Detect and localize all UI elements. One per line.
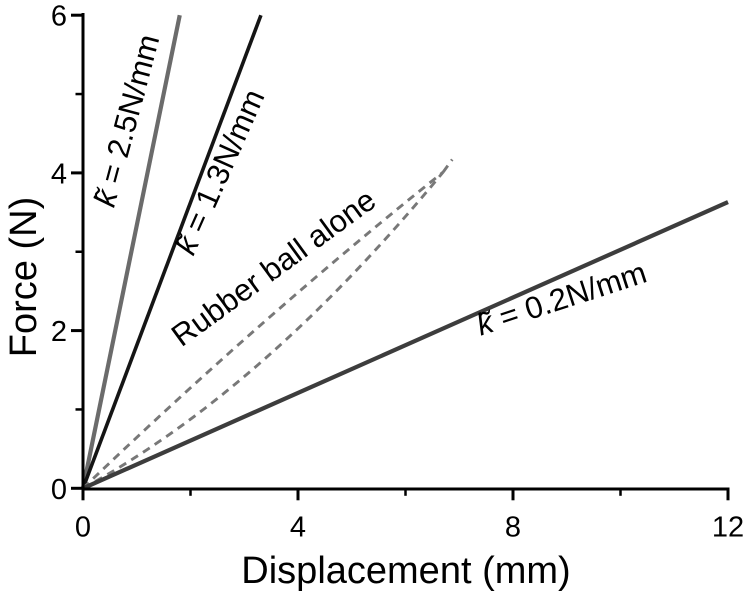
rubber-ball-unloading-line <box>82 171 445 490</box>
spring-1p3-line <box>81 14 263 489</box>
spring-0p2-label: k̃ = 0.2N/mm <box>472 255 651 343</box>
y-axis-title: Force (N) <box>3 197 45 357</box>
x-axis-title: Displacement (mm) <box>241 550 570 592</box>
x-tick-label: 0 <box>75 511 91 543</box>
spring-1p3-label: k̃ = 1.3N/mm <box>168 84 272 260</box>
spring-2p5-label: k̃ = 2.5N/mm <box>87 31 167 211</box>
tick-labels-layer: 0 4 8 12 0 2 4 6 <box>51 1 744 544</box>
axes-layer <box>71 13 730 501</box>
spring-2p5-line <box>80 14 182 489</box>
x-tick-label: 8 <box>505 511 521 543</box>
y-tick-label: 6 <box>51 1 67 33</box>
y-tick-label: 0 <box>51 474 67 506</box>
rubber-ball-loading-line <box>81 170 445 490</box>
spring-0p2-line <box>82 200 729 491</box>
y-tick-label: 4 <box>51 158 67 190</box>
y-tick-label: 2 <box>51 316 67 348</box>
x-tick-label: 12 <box>712 511 744 543</box>
series-layer <box>80 14 729 491</box>
x-tick-label: 4 <box>290 511 306 543</box>
rubber-ball-tip-line <box>441 158 454 173</box>
